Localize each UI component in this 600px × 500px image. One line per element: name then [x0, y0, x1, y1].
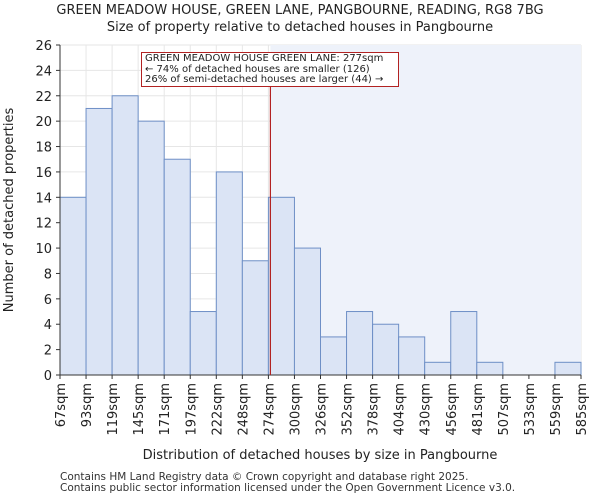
x-tick-label: 145sqm	[132, 383, 147, 436]
histogram-bar	[85, 107, 113, 376]
highlight-region	[270, 45, 581, 375]
footer-line-1: Contains HM Land Registry data © Crown c…	[60, 471, 469, 483]
y-tick-label: 14	[35, 191, 52, 206]
y-tick-label: 10	[35, 242, 52, 257]
histogram-bar	[450, 311, 478, 376]
footer: Contains HM Land Registry data © Crown c…	[60, 472, 515, 494]
x-tick-label: 274sqm	[262, 383, 277, 436]
annotation-line-3: 26% of semi-detached houses are larger (…	[145, 74, 384, 85]
y-tick-label: 22	[35, 90, 52, 105]
chart-title: GREEN MEADOW HOUSE, GREEN LANE, PANGBOUR…	[56, 3, 544, 18]
y-tick-label: 26	[35, 39, 52, 54]
x-tick-label: 300sqm	[288, 383, 303, 436]
histogram-bar	[59, 196, 87, 376]
x-tick-label: 67sqm	[54, 383, 69, 427]
x-tick-label: 352sqm	[341, 383, 356, 436]
x-tick-label: 119sqm	[106, 383, 121, 436]
y-tick-label: 24	[35, 64, 52, 79]
histogram-bar	[554, 361, 582, 376]
y-tick-label: 2	[44, 344, 52, 359]
histogram-bar	[111, 95, 139, 376]
x-tick-label: 171sqm	[158, 383, 173, 436]
histogram-bar	[398, 336, 426, 376]
histogram-bar	[215, 171, 243, 376]
x-tick-label: 585sqm	[575, 383, 590, 436]
x-tick-label: 559sqm	[549, 383, 564, 436]
x-tick-label: 248sqm	[236, 383, 251, 436]
y-tick-label: 18	[35, 141, 52, 156]
histogram-bar	[476, 361, 504, 376]
y-tick-label: 16	[35, 166, 52, 181]
x-tick-label: 326sqm	[315, 383, 330, 436]
y-tick-label: 6	[44, 293, 52, 308]
footer-line-2: Contains public sector information licen…	[60, 482, 516, 494]
x-tick-label: 507sqm	[497, 383, 512, 436]
x-tick-label: 222sqm	[210, 383, 225, 436]
histogram-bar	[241, 260, 269, 376]
y-tick-label: 0	[44, 369, 52, 384]
histogram-bar	[267, 196, 295, 376]
histogram-bar	[424, 361, 452, 376]
y-tick-label: 20	[35, 115, 52, 130]
histogram-bar	[346, 311, 374, 376]
annotation-box: GREEN MEADOW HOUSE GREEN LANE: 277sqm ← …	[141, 52, 399, 87]
y-tick-label: 8	[44, 267, 52, 282]
x-tick-label: 378sqm	[367, 383, 382, 436]
histogram-bar	[137, 120, 165, 376]
x-tick-label: 93sqm	[80, 383, 95, 427]
x-tick-label: 481sqm	[471, 383, 486, 436]
annotation-line-2: ← 74% of detached houses are smaller (12…	[145, 63, 370, 75]
x-tick-label: 404sqm	[393, 383, 408, 436]
bar-layer	[59, 95, 582, 376]
histogram-bar	[372, 323, 400, 376]
histogram-bar	[189, 311, 217, 376]
x-tick-label: 533sqm	[523, 383, 538, 436]
chart-title-block: GREEN MEADOW HOUSE, GREEN LANE, PANGBOUR…	[0, 2, 600, 36]
y-tick-label: 12	[35, 217, 52, 232]
x-tick-label: 197sqm	[184, 383, 199, 436]
x-tick-label: 456sqm	[445, 383, 460, 436]
highlight-region-layer	[270, 45, 581, 375]
histogram-bar	[293, 247, 322, 376]
y-axis-title: Number of detached properties	[2, 108, 17, 313]
x-axis-title: Distribution of detached houses by size …	[143, 448, 498, 463]
chart-subtitle: Size of property relative to detached ho…	[106, 20, 494, 35]
x-tick-label: 430sqm	[419, 383, 434, 436]
histogram-bar	[163, 158, 191, 376]
annotation-line-1: GREEN MEADOW HOUSE GREEN LANE: 277sqm	[145, 53, 384, 64]
y-tick-label: 4	[44, 318, 52, 333]
histogram-bar	[320, 336, 348, 376]
